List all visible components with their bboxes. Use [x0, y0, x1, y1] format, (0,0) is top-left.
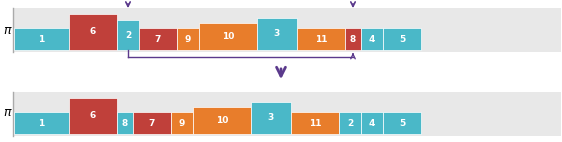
Text: 3: 3 — [268, 113, 274, 123]
Bar — [14, 28, 69, 50]
Bar — [171, 112, 193, 134]
Text: 5: 5 — [399, 35, 405, 43]
Text: 7: 7 — [149, 119, 155, 128]
Bar — [117, 112, 133, 134]
Bar — [13, 8, 561, 52]
Bar — [383, 28, 421, 50]
Text: $\pi$: $\pi$ — [3, 23, 13, 36]
Text: 6: 6 — [90, 111, 96, 121]
Bar — [133, 112, 171, 134]
Bar — [69, 98, 117, 134]
Bar — [139, 28, 177, 50]
Text: 9: 9 — [185, 35, 191, 43]
Text: 9: 9 — [179, 119, 185, 128]
Bar — [14, 112, 69, 134]
Text: 1: 1 — [38, 119, 44, 128]
Bar — [13, 92, 561, 136]
Text: 2: 2 — [347, 119, 353, 128]
Text: 2: 2 — [125, 31, 131, 39]
Text: 5: 5 — [399, 119, 405, 128]
Bar — [69, 14, 117, 50]
Text: 3: 3 — [274, 30, 280, 38]
Bar — [251, 102, 291, 134]
Bar — [291, 112, 339, 134]
Bar — [361, 28, 383, 50]
Bar — [117, 20, 139, 50]
Text: 10: 10 — [222, 32, 234, 41]
Bar — [345, 28, 361, 50]
Bar — [257, 18, 297, 50]
Bar — [339, 112, 361, 134]
Bar — [361, 112, 383, 134]
Text: 11: 11 — [315, 35, 327, 43]
Bar — [383, 112, 421, 134]
Bar — [297, 28, 345, 50]
Text: $\pi$: $\pi$ — [3, 106, 13, 120]
Text: 11: 11 — [309, 119, 321, 128]
Text: 7: 7 — [155, 35, 161, 43]
Text: 4: 4 — [369, 35, 375, 43]
Text: 1: 1 — [38, 35, 44, 43]
Bar — [193, 107, 251, 134]
Text: 4: 4 — [369, 119, 375, 128]
Text: 8: 8 — [350, 35, 356, 43]
Bar — [199, 23, 257, 50]
Bar — [177, 28, 199, 50]
Text: 10: 10 — [216, 116, 228, 125]
Text: 8: 8 — [122, 119, 128, 128]
Text: 6: 6 — [90, 28, 96, 36]
